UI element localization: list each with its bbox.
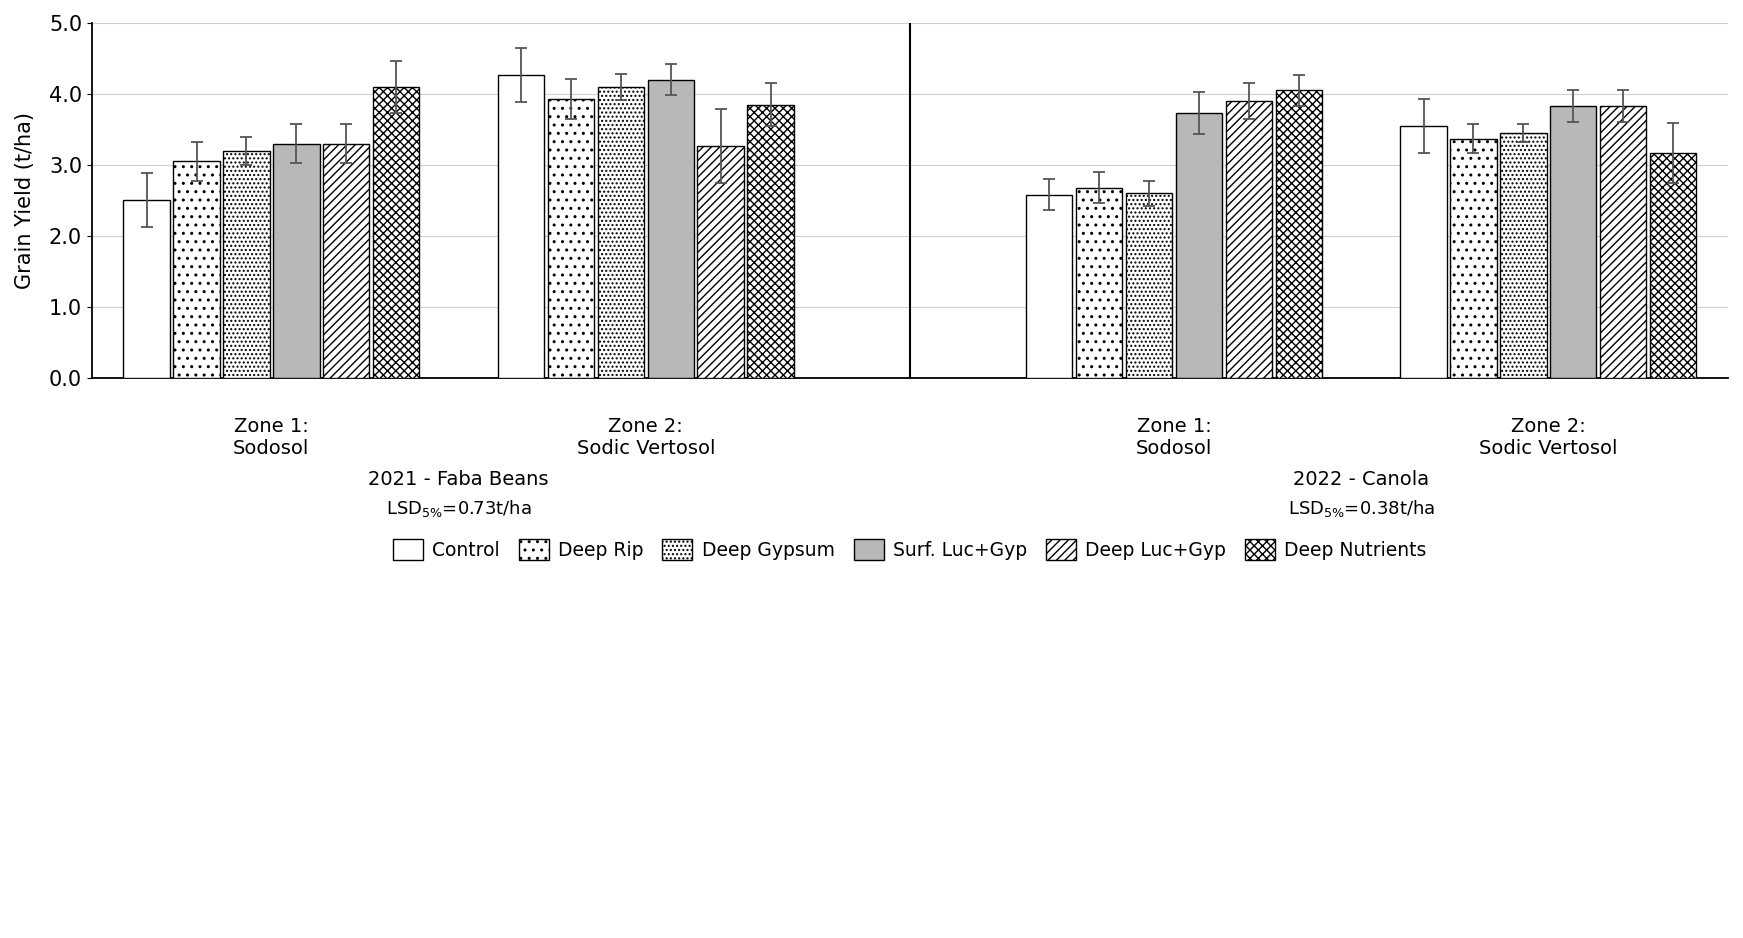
Bar [1276, 90, 1321, 378]
Text: LSD$_{5\%}$=0.73t/ha: LSD$_{5\%}$=0.73t/ha [385, 498, 532, 520]
Bar [274, 144, 319, 378]
Legend: Control, Deep Rip, Deep Gypsum, Surf. Luc+Gyp, Deep Luc+Gyp, Deep Nutrients: Control, Deep Rip, Deep Gypsum, Surf. Lu… [385, 532, 1434, 567]
Text: Zone 1:
Sodosol: Zone 1: Sodosol [234, 416, 310, 458]
Bar [547, 98, 594, 378]
Bar [322, 144, 370, 378]
Bar [1600, 106, 1647, 378]
Bar [1225, 101, 1272, 378]
Bar [598, 87, 643, 378]
Bar [1126, 193, 1173, 378]
Bar [1550, 106, 1597, 378]
Text: Zone 2:
Sodic Vertosol: Zone 2: Sodic Vertosol [1480, 416, 1618, 458]
Bar [748, 105, 793, 378]
Bar [173, 161, 220, 378]
Bar [1651, 153, 1696, 378]
Bar [1177, 113, 1222, 378]
Text: 2022 - Canola: 2022 - Canola [1293, 470, 1429, 489]
Text: 2021 - Faba Beans: 2021 - Faba Beans [368, 470, 549, 489]
Bar [223, 151, 270, 378]
Bar [1501, 133, 1546, 378]
Y-axis label: Grain Yield (t/ha): Grain Yield (t/ha) [16, 112, 35, 289]
Bar [1400, 126, 1447, 378]
Text: Zone 1:
Sodosol: Zone 1: Sodosol [1136, 416, 1211, 458]
Text: LSD$_{5\%}$=0.38t/ha: LSD$_{5\%}$=0.38t/ha [1288, 498, 1434, 520]
Bar [498, 75, 544, 378]
Text: Zone 2:
Sodic Vertosol: Zone 2: Sodic Vertosol [577, 416, 715, 458]
Bar [1075, 188, 1122, 378]
Bar [124, 201, 169, 378]
Bar [1027, 195, 1072, 378]
Bar [1450, 139, 1497, 378]
Bar [647, 80, 694, 378]
Bar [697, 145, 744, 378]
Bar [373, 87, 420, 378]
